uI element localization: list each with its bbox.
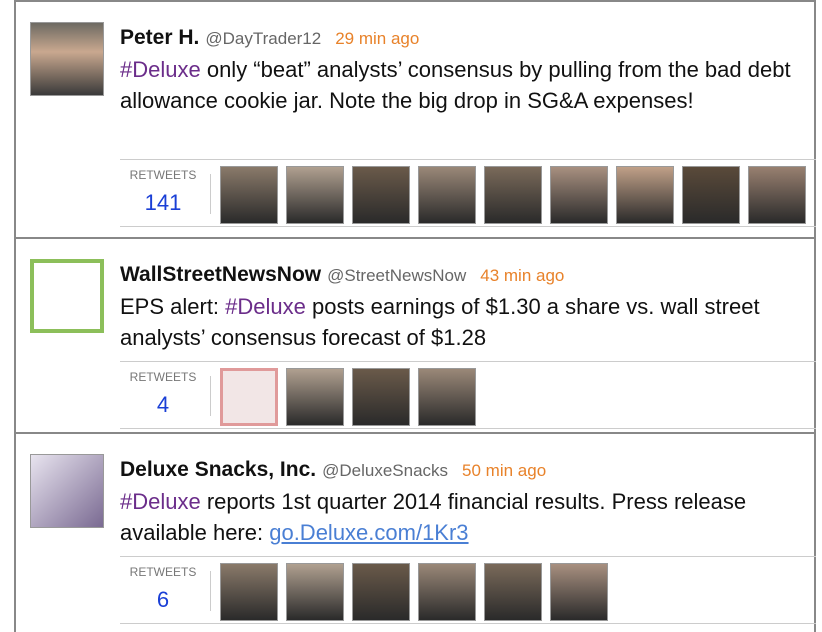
text: EPS alert: [120,294,225,319]
retweeter-avatar[interactable] [286,368,344,426]
retweets-label: RETWEETS [122,565,204,579]
divider [210,571,211,611]
retweeter-avatar[interactable] [220,166,278,224]
retweets-count[interactable]: 6 [122,587,204,613]
tweet-text: #Deluxe only “beat” analysts’ consensus … [120,54,810,116]
avatar[interactable] [30,454,104,528]
retweeter-avatar[interactable] [352,563,410,621]
link[interactable]: go.Deluxe.com/1Kr3 [269,520,468,545]
retweets-bar: RETWEETS 4 [120,361,816,429]
retweets-bar: RETWEETS 141 [120,159,816,227]
user-handle[interactable]: @DeluxeSnacks [322,461,448,480]
retweeter-avatar[interactable] [550,563,608,621]
user-name[interactable]: WallStreetNewsNow [120,263,321,286]
tweet-feed: Peter H. @DayTrader12 29 min ago #Deluxe on… [0,0,822,632]
user-handle[interactable]: @StreetNewsNow [327,266,466,285]
tweet-header: WallStreetNewsNow @StreetNewsNow 43 min ag… [120,263,564,287]
avatar[interactable] [30,22,104,96]
retweeter-avatar[interactable] [748,166,806,224]
timestamp[interactable]: 43 min ago [480,266,564,285]
tweet[interactable]: Peter H. @DayTrader12 29 min ago #Deluxe on… [14,0,816,237]
tweet-header: Deluxe Snacks, Inc. @DeluxeSnacks 50 min a… [120,458,546,482]
retweeter-avatar[interactable] [418,166,476,224]
retweeter-avatar[interactable] [352,166,410,224]
user-name[interactable]: Deluxe Snacks, Inc. [120,458,316,481]
retweets-label: RETWEETS [122,370,204,384]
retweeter-avatar[interactable] [616,166,674,224]
retweeter-avatar[interactable] [286,563,344,621]
timestamp[interactable]: 50 min ago [462,461,546,480]
hashtag[interactable]: #Deluxe [120,57,201,82]
retweeter-avatar[interactable] [352,368,410,426]
retweeter-avatar[interactable] [484,166,542,224]
retweets-label: RETWEETS [122,168,204,182]
user-name[interactable]: Peter H. [120,26,199,49]
retweets-count[interactable]: 4 [122,392,204,418]
tweet-text: EPS alert: #Deluxe posts earnings of $1.… [120,291,810,353]
hashtag[interactable]: #Deluxe [225,294,306,319]
retweets-bar: RETWEETS 6 [120,556,816,624]
retweeter-avatar[interactable] [220,563,278,621]
tweet[interactable]: WallStreetNewsNow @StreetNewsNow 43 min ag… [14,237,816,432]
hashtag[interactable]: #Deluxe [120,489,201,514]
retweeter-avatar[interactable] [550,166,608,224]
retweets-count[interactable]: 141 [122,190,204,216]
retweeter-avatar[interactable] [418,563,476,621]
divider [210,174,211,214]
tweet-text: #Deluxe reports 1st quarter 2014 financi… [120,486,810,548]
retweeter-avatar[interactable] [220,368,278,426]
retweeter-avatar[interactable] [418,368,476,426]
tweet[interactable]: Deluxe Snacks, Inc. @DeluxeSnacks 50 min a… [14,432,816,632]
text: only “beat” analysts’ consensus by pulli… [120,57,791,113]
tweet-header: Peter H. @DayTrader12 29 min ago [120,26,419,50]
user-handle[interactable]: @DayTrader12 [205,29,321,48]
timestamp[interactable]: 29 min ago [335,29,419,48]
retweeter-avatar[interactable] [484,563,542,621]
avatar[interactable] [30,259,104,333]
divider [210,376,211,416]
retweeter-avatar[interactable] [682,166,740,224]
retweeter-avatar[interactable] [286,166,344,224]
